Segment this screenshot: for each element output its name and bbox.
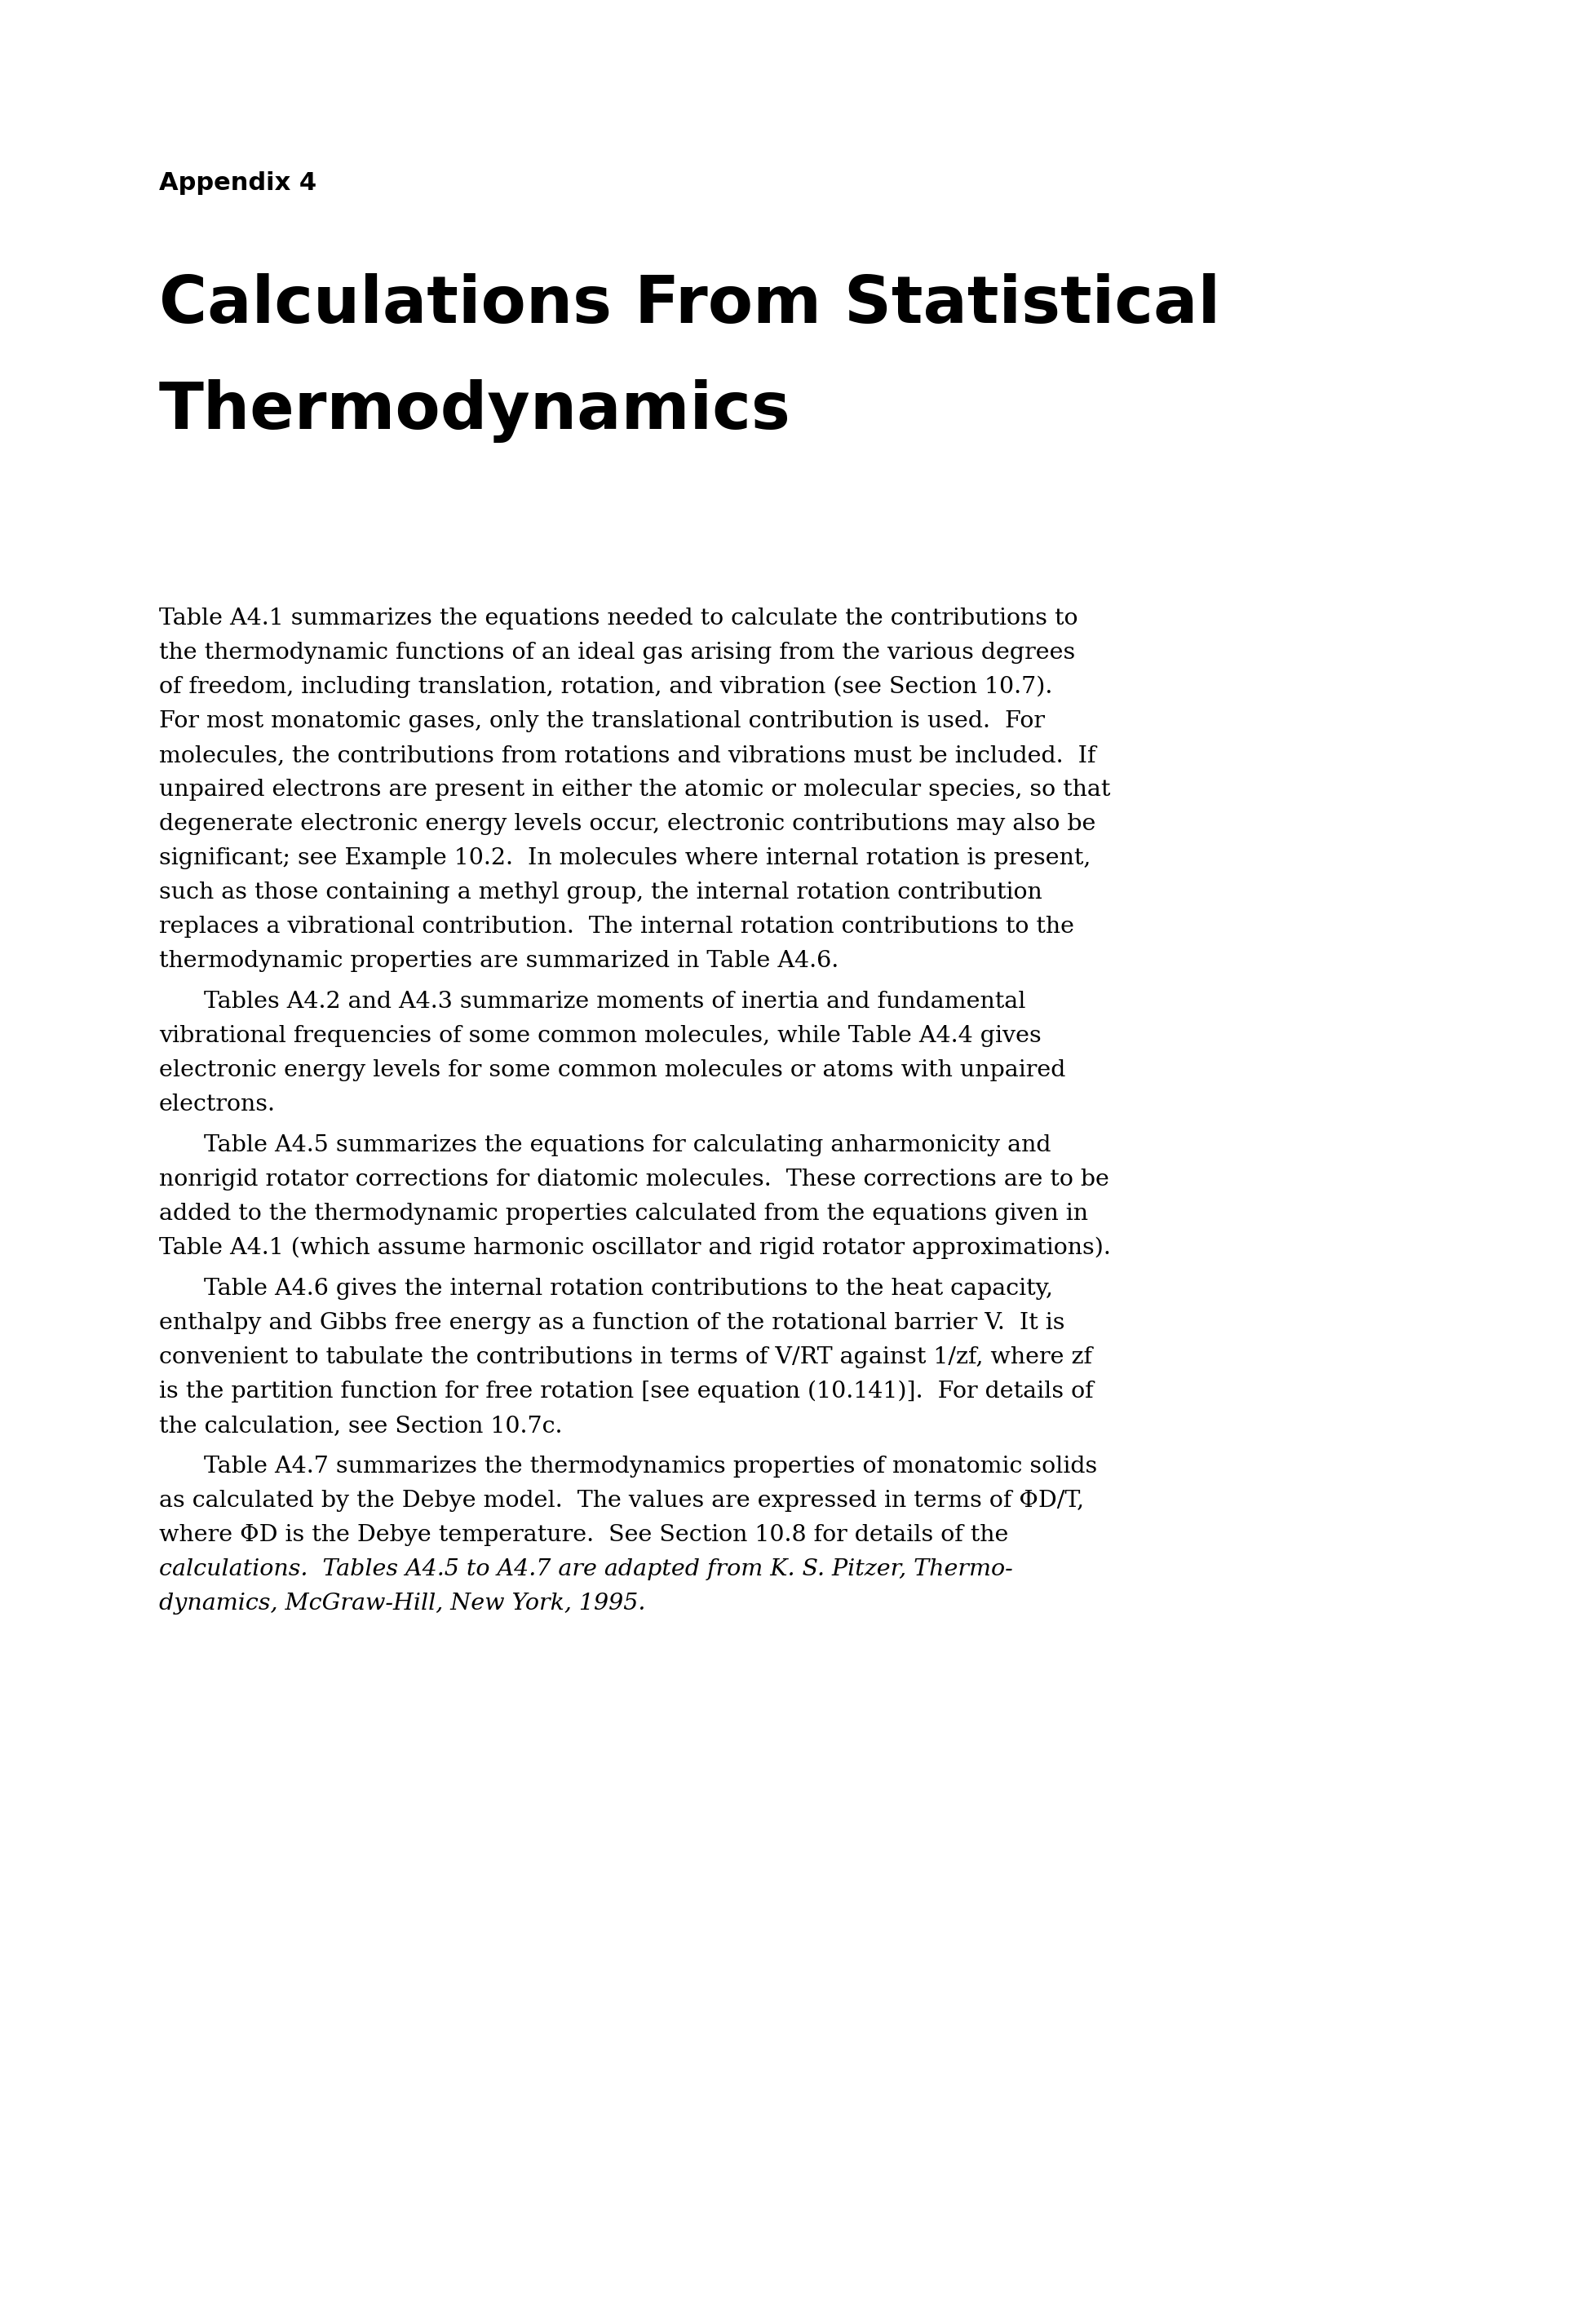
Text: Tables A4.2 and A4.3 summarize moments of inertia and fundamental: Tables A4.2 and A4.3 summarize moments o…	[204, 990, 1026, 1013]
Text: Calculations From Statistical: Calculations From Statistical	[159, 274, 1220, 337]
Text: Table A4.5 summarizes the equations for calculating anharmonicity and: Table A4.5 summarizes the equations for …	[204, 1134, 1051, 1157]
Text: Table A4.1 (which assume harmonic oscillator and rigid rotator approximations).: Table A4.1 (which assume harmonic oscill…	[159, 1236, 1110, 1260]
Text: Table A4.6 gives the internal rotation contributions to the heat capacity,: Table A4.6 gives the internal rotation c…	[204, 1278, 1053, 1299]
Text: calculations.  Tables A4.5 to A4.7 are adapted from K. S. Pitzer, Thermo-: calculations. Tables A4.5 to A4.7 are ad…	[159, 1559, 1013, 1580]
Text: Table A4.1 summarizes the equations needed to calculate the contributions to: Table A4.1 summarizes the equations need…	[159, 607, 1078, 630]
Text: thermodynamic properties are summarized in Table A4.6.: thermodynamic properties are summarized …	[159, 951, 838, 971]
Text: added to the thermodynamic properties calculated from the equations given in: added to the thermodynamic properties ca…	[159, 1204, 1088, 1225]
Text: Appendix 4: Appendix 4	[159, 172, 317, 195]
Text: as calculated by the Debye model.  The values are expressed in terms of ΦD/T,: as calculated by the Debye model. The va…	[159, 1490, 1083, 1513]
Text: dynamics, McGraw-Hill, New York, 1995.: dynamics, McGraw-Hill, New York, 1995.	[159, 1592, 645, 1615]
Text: degenerate electronic energy levels occur, electronic contributions may also be: degenerate electronic energy levels occu…	[159, 813, 1096, 834]
Text: vibrational frequencies of some common molecules, while Table A4.4 gives: vibrational frequencies of some common m…	[159, 1025, 1042, 1048]
Text: convenient to tabulate the contributions in terms of V/RT against 1/zf, where zf: convenient to tabulate the contributions…	[159, 1346, 1093, 1369]
Text: is the partition function for free rotation [see equation (10.141)].  For detail: is the partition function for free rotat…	[159, 1380, 1093, 1404]
Text: of freedom, including translation, rotation, and vibration (see Section 10.7).: of freedom, including translation, rotat…	[159, 676, 1053, 697]
Text: electronic energy levels for some common molecules or atoms with unpaired: electronic energy levels for some common…	[159, 1060, 1066, 1081]
Text: enthalpy and Gibbs free energy as a function of the rotational barrier V.  It is: enthalpy and Gibbs free energy as a func…	[159, 1313, 1064, 1334]
Text: nonrigid rotator corrections for diatomic molecules.  These corrections are to b: nonrigid rotator corrections for diatomi…	[159, 1169, 1109, 1190]
Text: molecules, the contributions from rotations and vibrations must be included.  If: molecules, the contributions from rotati…	[159, 744, 1096, 767]
Text: significant; see Example 10.2.  In molecules where internal rotation is present,: significant; see Example 10.2. In molecu…	[159, 848, 1091, 869]
Text: Table A4.7 summarizes the thermodynamics properties of monatomic solids: Table A4.7 summarizes the thermodynamics…	[204, 1455, 1098, 1478]
Text: where ΦD is the Debye temperature.  See Section 10.8 for details of the: where ΦD is the Debye temperature. See S…	[159, 1525, 1008, 1545]
Text: Thermodynamics: Thermodynamics	[159, 379, 792, 444]
Text: unpaired electrons are present in either the atomic or molecular species, so tha: unpaired electrons are present in either…	[159, 779, 1110, 802]
Text: the thermodynamic functions of an ideal gas arising from the various degrees: the thermodynamic functions of an ideal …	[159, 641, 1075, 665]
Text: For most monatomic gases, only the translational contribution is used.  For: For most monatomic gases, only the trans…	[159, 711, 1045, 732]
Text: such as those containing a methyl group, the internal rotation contribution: such as those containing a methyl group,…	[159, 881, 1042, 904]
Text: electrons.: electrons.	[159, 1095, 276, 1116]
Text: replaces a vibrational contribution.  The internal rotation contributions to the: replaces a vibrational contribution. The…	[159, 916, 1074, 939]
Text: the calculation, see Section 10.7c.: the calculation, see Section 10.7c.	[159, 1415, 562, 1436]
